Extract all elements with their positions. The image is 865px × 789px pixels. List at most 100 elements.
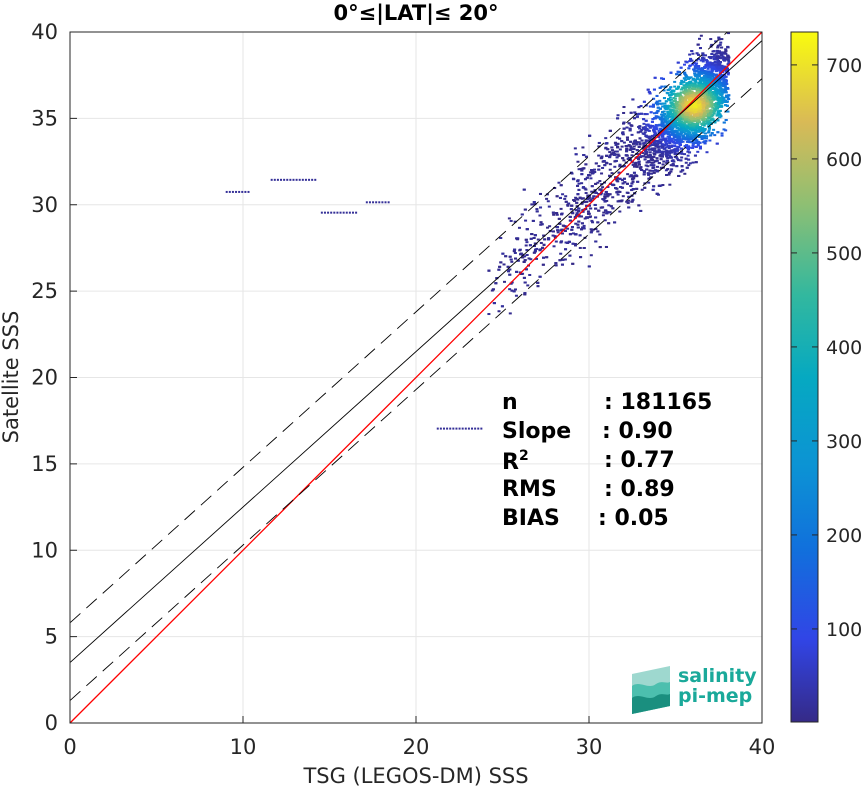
density-cell [695, 77, 699, 80]
density-cell [658, 118, 662, 121]
density-cell [703, 134, 707, 137]
density-cell [688, 76, 692, 79]
density-cell [584, 192, 588, 195]
density-cell [690, 115, 694, 118]
density-cell [574, 233, 578, 236]
density-cell [657, 149, 661, 152]
density-cell [656, 143, 660, 146]
density-cell [691, 161, 695, 164]
density-cell [701, 131, 705, 134]
density-cell [692, 128, 696, 131]
density-cell [626, 173, 630, 176]
density-cell [686, 126, 690, 129]
density-cell [677, 174, 681, 177]
density-cell [702, 77, 706, 80]
density-cell [557, 217, 561, 220]
density-cell [664, 152, 668, 155]
density-cell [653, 117, 657, 120]
density-cell [677, 71, 681, 74]
density-cell [625, 182, 629, 185]
density-cell [685, 94, 689, 97]
density-cell [682, 116, 686, 119]
density-cell [717, 50, 721, 53]
density-cell [610, 172, 614, 175]
density-cell [707, 79, 711, 82]
density-cell [674, 156, 678, 159]
density-cell [508, 288, 512, 291]
density-cell [555, 212, 559, 215]
density-cell [698, 141, 702, 144]
density-cell [686, 150, 690, 153]
density-cell [577, 168, 581, 171]
density-cell [716, 131, 720, 134]
density-cell [664, 137, 668, 140]
density-cell [706, 97, 710, 100]
density-cell [601, 186, 605, 189]
density-cell [726, 96, 730, 99]
density-cell [679, 66, 683, 69]
density-cell [716, 77, 720, 80]
density-cell [498, 265, 502, 268]
density-cell [691, 144, 695, 147]
density-cell [706, 100, 710, 103]
density-cell [699, 59, 703, 62]
density-cell [674, 118, 678, 121]
density-cell [597, 165, 601, 168]
density-cell [690, 118, 694, 121]
density-cell [576, 198, 580, 201]
density-cell [717, 77, 721, 80]
density-cell [647, 145, 651, 148]
density-cell [653, 76, 657, 79]
density-cell [704, 122, 708, 125]
density-cell [676, 94, 680, 97]
density-cell [645, 168, 649, 171]
density-cell [702, 114, 706, 117]
density-cell [618, 177, 622, 180]
density-cell [686, 154, 690, 157]
density-cell [679, 118, 683, 121]
density-cell [688, 162, 692, 165]
density-cell [627, 199, 631, 202]
density-cell [678, 114, 682, 117]
density-cell [661, 135, 665, 138]
density-cell [606, 186, 610, 189]
density-cell [585, 176, 589, 179]
density-cell [671, 93, 675, 96]
density-cell [685, 135, 689, 138]
density-cell [706, 67, 710, 70]
density-cell [582, 224, 586, 227]
density-cell [587, 212, 591, 215]
density-cell [654, 102, 658, 105]
density-cell [680, 156, 684, 159]
density-cell [535, 257, 539, 260]
density-cell [699, 98, 703, 101]
density-cell [579, 256, 583, 259]
density-cell [705, 80, 709, 83]
density-cell [668, 111, 672, 114]
density-cell [667, 150, 671, 153]
density-cell [671, 162, 675, 165]
density-cell [540, 223, 544, 226]
density-cell [580, 228, 584, 231]
density-cell [679, 131, 683, 134]
density-cell [571, 262, 575, 265]
density-cell [629, 145, 633, 148]
density-cell [634, 164, 638, 167]
density-cell [509, 219, 513, 222]
density-cell [630, 154, 634, 157]
density-cell [669, 156, 673, 159]
density-cell [668, 142, 672, 145]
density-cell [714, 73, 718, 76]
density-cell [637, 204, 641, 207]
density-cell [706, 72, 710, 75]
density-cell [641, 152, 645, 155]
density-cell [607, 204, 611, 207]
density-cell [594, 191, 598, 194]
density-cell [576, 223, 580, 226]
density-cell [625, 200, 629, 203]
density-cell [646, 129, 650, 132]
density-cell [725, 69, 729, 72]
density-cell [667, 127, 671, 130]
density-cell [612, 184, 616, 187]
density-cell [680, 165, 684, 168]
